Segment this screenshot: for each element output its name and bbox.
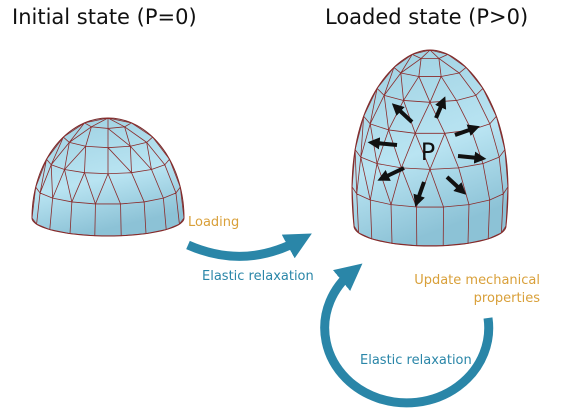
- arrow: [320, 263, 494, 408]
- pressure-label: P: [421, 138, 435, 166]
- loading-label: Loading: [188, 215, 239, 230]
- relaxation-label: Elastic relaxation: [202, 269, 314, 284]
- panel-title: Initial state (P=0): [12, 5, 197, 29]
- update-label: properties: [474, 291, 541, 306]
- update-label: Update mechanical: [414, 273, 540, 288]
- pressure-arrows: [367, 96, 487, 207]
- arrow: [186, 233, 312, 261]
- meshes: [31, 49, 509, 247]
- mesh: [31, 117, 185, 237]
- relaxation-label: Elastic relaxation: [360, 353, 472, 368]
- panel-title: Loaded state (P>0): [325, 5, 528, 29]
